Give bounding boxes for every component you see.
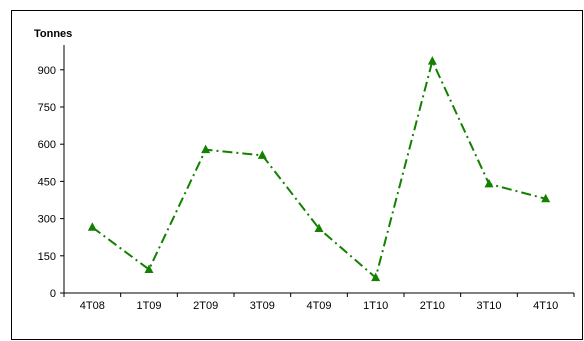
data-point (427, 56, 437, 65)
x-tick-label: 3T10 (476, 300, 501, 312)
chart-frame (11, 10, 583, 340)
x-tick-label: 1T09 (136, 300, 161, 312)
x-tick-label: 2T09 (193, 300, 218, 312)
axes (63, 45, 574, 294)
series-layer (87, 56, 551, 282)
y-tick-label: 0 (50, 288, 56, 300)
data-point (314, 223, 324, 233)
data-point (484, 178, 494, 188)
y-tick-label: 900 (38, 65, 56, 77)
data-point (144, 264, 154, 273)
x-tick-label: 4T08 (80, 300, 105, 312)
x-tick-label: 4T09 (306, 300, 331, 312)
y-tick-label: 450 (38, 176, 56, 188)
x-tick-label: 2T10 (420, 300, 445, 312)
y-tick-label: 300 (38, 214, 56, 226)
x-tick-label: 3T09 (250, 300, 275, 312)
data-point (87, 222, 97, 231)
x-tick-label: 4T10 (533, 300, 558, 312)
y-ticks: 0 150 300 450 600 750 900 (38, 65, 64, 300)
data-point (541, 193, 551, 203)
y-tick-label: 750 (38, 102, 56, 114)
series-line (91, 58, 546, 280)
data-point (371, 272, 381, 282)
y-tick-label: 600 (38, 139, 56, 151)
x-ticks: 4T08 1T09 2T09 3T09 4T09 1T10 2T10 3T10 4T10 (63, 293, 575, 312)
y-tick-label: 150 (38, 251, 56, 263)
x-tick-label: 1T10 (363, 300, 388, 312)
data-point (257, 150, 267, 159)
data-point (201, 144, 211, 154)
y-axis-label: Tonnes (34, 28, 72, 40)
